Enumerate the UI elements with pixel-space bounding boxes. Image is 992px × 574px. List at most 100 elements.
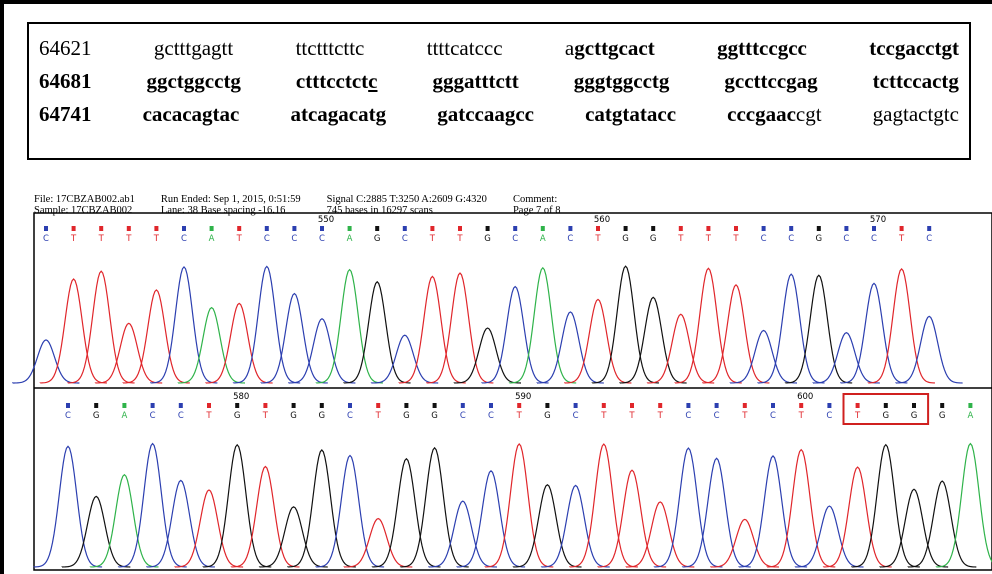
base-marker	[844, 226, 848, 231]
base-call: C	[488, 411, 494, 421]
base-call: C	[761, 234, 767, 244]
base-marker	[940, 403, 944, 408]
base-call: T	[705, 234, 712, 244]
peak	[147, 480, 215, 567]
peak	[178, 308, 245, 383]
base-marker	[320, 403, 324, 408]
base-call: G	[234, 411, 241, 421]
position-label: 580	[233, 392, 249, 402]
base-marker	[154, 226, 158, 231]
peak	[95, 323, 162, 383]
base-call: C	[512, 234, 518, 244]
base-marker	[686, 403, 690, 408]
base-marker	[404, 403, 408, 408]
peak	[620, 297, 687, 383]
base-call: T	[429, 234, 436, 244]
base-marker	[237, 226, 241, 231]
base-call: T	[153, 234, 160, 244]
position-label: 570	[870, 215, 886, 225]
base-call: G	[544, 411, 551, 421]
peak	[896, 316, 963, 383]
base-call: T	[600, 411, 607, 421]
base-marker	[72, 226, 76, 231]
peak	[654, 448, 722, 567]
peak	[289, 319, 356, 383]
peak	[457, 471, 525, 567]
base-call: C	[402, 234, 408, 244]
base-call: C	[871, 234, 877, 244]
peak	[541, 485, 609, 567]
peak	[711, 519, 779, 567]
base-marker	[799, 403, 803, 408]
base-call: G	[374, 234, 381, 244]
base-marker	[99, 226, 103, 231]
peak	[598, 470, 666, 567]
peak	[823, 467, 891, 567]
base-call: G	[939, 411, 946, 421]
base-marker	[151, 403, 155, 408]
base-marker	[545, 403, 549, 408]
base-call: T	[516, 411, 523, 421]
peak	[40, 279, 107, 383]
peak	[626, 502, 694, 567]
base-call: T	[677, 234, 684, 244]
peak	[203, 445, 271, 567]
peak	[316, 455, 384, 567]
base-call: T	[98, 234, 105, 244]
peak	[13, 340, 80, 383]
base-marker	[679, 226, 683, 231]
base-marker	[320, 226, 324, 231]
panel-border	[34, 213, 992, 570]
peak	[231, 467, 299, 567]
peak	[682, 458, 750, 567]
base-marker	[734, 226, 738, 231]
base-call: T	[262, 411, 269, 421]
base-call: T	[375, 411, 382, 421]
base-marker	[44, 226, 48, 231]
base-marker	[430, 226, 434, 231]
peak	[647, 314, 714, 383]
base-marker	[743, 403, 747, 408]
base-call: C	[178, 411, 184, 421]
base-call: G	[93, 411, 100, 421]
base-marker	[292, 403, 296, 408]
base-call: C	[573, 411, 579, 421]
base-call: T	[70, 234, 77, 244]
base-call: T	[898, 234, 905, 244]
base-marker	[182, 226, 186, 231]
base-call: C	[926, 234, 932, 244]
peak	[344, 519, 412, 567]
base-call: T	[732, 234, 739, 244]
base-call: G	[911, 411, 918, 421]
base-marker	[263, 403, 267, 408]
peak	[118, 444, 186, 567]
base-call: C	[43, 234, 49, 244]
base-marker	[348, 403, 352, 408]
peak	[123, 290, 190, 383]
peak	[90, 475, 158, 567]
base-call: C	[65, 411, 71, 421]
position-label: 550	[318, 215, 334, 225]
base-call: T	[456, 234, 463, 244]
base-call: C	[567, 234, 573, 244]
base-marker	[433, 403, 437, 408]
peak	[485, 444, 553, 567]
base-call: A	[540, 234, 546, 244]
base-marker	[856, 403, 860, 408]
peak	[730, 330, 797, 383]
base-call: A	[121, 411, 127, 421]
base-call: G	[319, 411, 326, 421]
peak	[399, 276, 466, 383]
peak	[880, 489, 948, 567]
base-call: G	[403, 411, 410, 421]
base-marker	[207, 403, 211, 408]
base-call: G	[290, 411, 297, 421]
base-call: C	[347, 411, 353, 421]
base-marker	[872, 226, 876, 231]
base-call: C	[291, 234, 297, 244]
peak	[908, 481, 976, 567]
base-marker	[715, 403, 719, 408]
base-marker	[817, 226, 821, 231]
peak	[703, 285, 770, 383]
base-call: A	[347, 234, 353, 244]
